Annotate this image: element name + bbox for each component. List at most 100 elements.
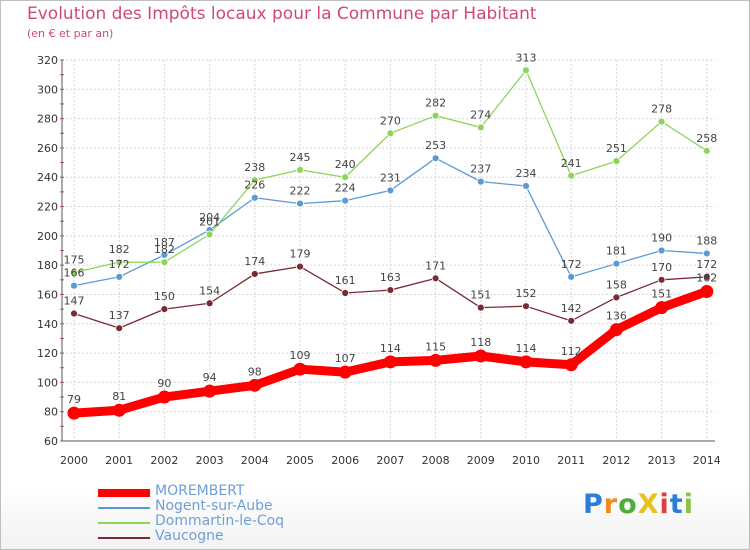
data-label: 270 bbox=[380, 114, 401, 127]
x-tick-label: 2005 bbox=[286, 454, 314, 467]
data-label: 162 bbox=[696, 272, 717, 285]
data-point bbox=[296, 262, 304, 271]
data-label: 150 bbox=[154, 290, 175, 303]
data-point bbox=[386, 129, 395, 138]
x-tick-label: 2002 bbox=[150, 454, 178, 467]
series-lines bbox=[67, 66, 714, 420]
chart-subtitle: (en € et par an) bbox=[27, 27, 114, 40]
data-label: 251 bbox=[606, 142, 627, 155]
data-label: 278 bbox=[651, 103, 672, 116]
x-tick-label: 2009 bbox=[467, 454, 495, 467]
data-label: 313 bbox=[516, 51, 537, 64]
data-label: 182 bbox=[154, 243, 175, 256]
y-tick-label: 60 bbox=[44, 435, 58, 448]
logo-letter: t bbox=[669, 489, 684, 520]
data-point bbox=[702, 272, 711, 281]
data-point bbox=[70, 268, 78, 277]
chart-title: Evolution des Impôts locaux pour la Comm… bbox=[27, 4, 537, 24]
logo-letter: P bbox=[583, 489, 604, 520]
data-label: 172 bbox=[561, 258, 582, 271]
data-point bbox=[564, 358, 578, 372]
data-label: 151 bbox=[470, 289, 491, 302]
data-label: 175 bbox=[64, 253, 85, 266]
data-label: 81 bbox=[112, 390, 126, 403]
data-label: 163 bbox=[380, 271, 401, 284]
data-point bbox=[474, 349, 488, 363]
data-point bbox=[431, 154, 440, 163]
data-label: 187 bbox=[154, 236, 175, 249]
x-tick-label: 2012 bbox=[602, 454, 630, 467]
data-label: 231 bbox=[380, 171, 401, 184]
data-label: 241 bbox=[561, 157, 582, 170]
data-label: 234 bbox=[516, 167, 537, 180]
data-label: 171 bbox=[425, 259, 446, 272]
data-label: 90 bbox=[157, 377, 171, 390]
data-point bbox=[157, 390, 171, 404]
data-label: 151 bbox=[651, 288, 672, 301]
data-point bbox=[612, 157, 621, 166]
data-point bbox=[476, 177, 485, 186]
data-label: 98 bbox=[248, 365, 262, 378]
data-point bbox=[341, 289, 350, 297]
data-label: 174 bbox=[244, 255, 265, 268]
data-point bbox=[567, 171, 576, 180]
data-point bbox=[341, 173, 350, 182]
data-point bbox=[383, 355, 397, 369]
data-label: 107 bbox=[335, 352, 356, 365]
data-label: 142 bbox=[561, 302, 582, 315]
data-point bbox=[431, 111, 440, 120]
data-point bbox=[67, 406, 81, 420]
data-label: 274 bbox=[470, 108, 491, 121]
data-label: 258 bbox=[696, 132, 717, 145]
data-point bbox=[160, 258, 169, 267]
data-label: 172 bbox=[696, 258, 717, 271]
data-point bbox=[612, 259, 621, 268]
x-tick-label: 2011 bbox=[557, 454, 585, 467]
x-tick-label: 2014 bbox=[693, 454, 721, 467]
data-point bbox=[70, 309, 78, 318]
x-tick-label: 2007 bbox=[376, 454, 404, 467]
data-point bbox=[567, 316, 576, 325]
y-tick-label: 100 bbox=[37, 376, 58, 389]
proxiti-logo: ProXiti bbox=[583, 489, 694, 520]
data-label: 172 bbox=[109, 258, 130, 271]
data-point bbox=[112, 403, 126, 417]
data-label: 166 bbox=[64, 267, 85, 280]
data-point bbox=[338, 365, 352, 379]
y-tick-label: 120 bbox=[37, 347, 58, 360]
data-label: 182 bbox=[109, 243, 130, 256]
y-tick-label: 140 bbox=[37, 318, 58, 331]
x-tick-label: 2001 bbox=[105, 454, 133, 467]
data-point bbox=[519, 355, 533, 369]
data-point bbox=[115, 258, 124, 267]
data-point bbox=[386, 186, 395, 195]
data-label: 226 bbox=[244, 179, 265, 192]
data-label: 170 bbox=[651, 261, 672, 274]
data-label: 188 bbox=[696, 234, 717, 247]
legend-swatch bbox=[98, 537, 150, 539]
data-point bbox=[115, 272, 124, 281]
data-point bbox=[250, 176, 259, 185]
data-label: 161 bbox=[335, 274, 356, 287]
data-point bbox=[203, 384, 217, 398]
legend-swatch bbox=[98, 489, 150, 497]
y-tick-label: 300 bbox=[37, 83, 58, 96]
data-label: 114 bbox=[516, 342, 537, 355]
data-point bbox=[250, 193, 259, 202]
data-label: 224 bbox=[335, 182, 356, 195]
data-label: 94 bbox=[203, 371, 217, 384]
logo-letter: X bbox=[637, 489, 660, 520]
legend-label: Dommartin-le-Coq bbox=[155, 513, 285, 529]
data-point bbox=[386, 286, 395, 294]
data-label: 237 bbox=[470, 163, 491, 176]
data-point bbox=[476, 123, 485, 132]
y-tick-label: 200 bbox=[37, 230, 58, 243]
y-tick-label: 220 bbox=[37, 201, 58, 214]
y-tick-label: 240 bbox=[37, 171, 58, 184]
data-point bbox=[522, 66, 530, 75]
data-label: 136 bbox=[606, 310, 627, 323]
data-point bbox=[567, 272, 576, 281]
data-point bbox=[205, 230, 214, 239]
data-point bbox=[115, 324, 124, 333]
